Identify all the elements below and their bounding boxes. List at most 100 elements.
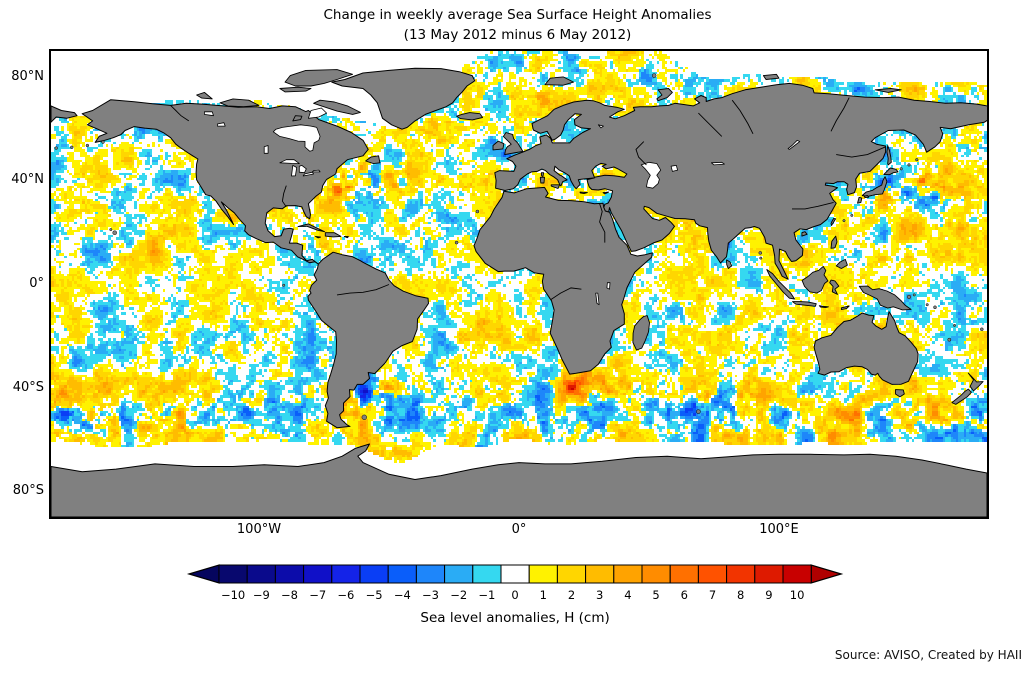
island bbox=[830, 235, 838, 249]
colorbar-tick-label: −10 bbox=[221, 588, 245, 602]
colorbar-tick-label: 4 bbox=[624, 588, 631, 602]
river-line bbox=[792, 201, 834, 210]
small-island bbox=[912, 293, 916, 297]
island bbox=[895, 389, 905, 398]
lake-or-inland-sea bbox=[787, 139, 801, 150]
island bbox=[801, 231, 808, 237]
small-island bbox=[85, 143, 90, 148]
island bbox=[766, 269, 796, 300]
colorbar-tick-label: −6 bbox=[337, 588, 354, 602]
lake-or-inland-sea bbox=[640, 161, 662, 189]
colorbar-cell bbox=[444, 564, 474, 584]
island bbox=[492, 140, 505, 151]
colorbar-cell bbox=[556, 564, 587, 584]
colorbar-cell bbox=[782, 564, 812, 584]
small-island bbox=[651, 73, 657, 78]
colorbar-cell bbox=[500, 564, 530, 584]
world-map-overlay bbox=[51, 67, 987, 517]
map-plot-area bbox=[49, 49, 989, 519]
island bbox=[835, 258, 848, 269]
colorbar-cell bbox=[274, 564, 305, 584]
colorbar-tick-label: −9 bbox=[253, 588, 270, 602]
colorbar-cell bbox=[669, 564, 699, 584]
greenland-landmass bbox=[331, 67, 476, 130]
small-island bbox=[109, 228, 113, 232]
small-island bbox=[759, 256, 763, 260]
colorbar-tick-label: −7 bbox=[309, 588, 326, 602]
river-line bbox=[635, 141, 647, 166]
y-tick-label: 0° bbox=[29, 276, 44, 291]
colorbar-tick-label: 0 bbox=[511, 588, 518, 602]
colorbar-tick-label: 3 bbox=[596, 588, 603, 602]
africa-landmass bbox=[473, 186, 653, 375]
antarctica-landmass bbox=[51, 443, 987, 517]
river-line bbox=[830, 97, 850, 132]
chukotka-wrap-landmass bbox=[51, 105, 78, 123]
island bbox=[818, 305, 829, 309]
colorbar-cell bbox=[331, 564, 361, 584]
small-island bbox=[361, 414, 367, 420]
y-tick-label: 80°S bbox=[12, 483, 44, 499]
river-line bbox=[281, 185, 287, 208]
island bbox=[762, 73, 780, 80]
river-line bbox=[698, 112, 723, 137]
island bbox=[801, 265, 829, 294]
small-island bbox=[282, 283, 286, 287]
island bbox=[297, 223, 325, 233]
x-tick-label: 100°W bbox=[236, 522, 282, 537]
chart-subtitle: (13 May 2012 minus 6 May 2012) bbox=[403, 27, 632, 43]
colorbar-cell bbox=[303, 564, 333, 584]
lake-or-inland-sea bbox=[711, 161, 725, 166]
colorbar-tick-label: 9 bbox=[765, 588, 772, 602]
island bbox=[292, 115, 303, 122]
colorbar-cell bbox=[528, 564, 558, 584]
small-island bbox=[101, 140, 105, 144]
chart-title: Change in weekly average Sea Surface Hei… bbox=[323, 7, 712, 23]
island bbox=[861, 176, 888, 197]
island bbox=[632, 315, 650, 351]
island bbox=[858, 285, 912, 311]
island bbox=[863, 195, 870, 198]
colorbar-cell bbox=[359, 564, 389, 584]
lake-or-inland-sea bbox=[595, 292, 600, 306]
colorbar-tick-label: −5 bbox=[366, 588, 383, 602]
lake-or-inland-sea bbox=[606, 282, 611, 290]
island bbox=[456, 112, 484, 121]
small-island bbox=[70, 145, 74, 149]
island bbox=[365, 155, 381, 165]
island bbox=[857, 196, 863, 204]
small-island bbox=[925, 303, 929, 307]
small-island bbox=[907, 163, 911, 167]
island bbox=[829, 279, 840, 295]
colorbar-tick-label: 10 bbox=[790, 588, 805, 602]
colorbar-cell bbox=[218, 564, 248, 584]
north-america-landmass bbox=[81, 99, 369, 265]
lake-or-inland-sea bbox=[311, 169, 321, 173]
small-island bbox=[899, 167, 903, 171]
island bbox=[324, 232, 342, 238]
island bbox=[539, 176, 545, 184]
lake-or-inland-sea bbox=[298, 165, 307, 174]
island bbox=[196, 91, 213, 100]
lake-or-inland-sea bbox=[263, 145, 269, 154]
small-island bbox=[980, 327, 984, 332]
river-line bbox=[170, 105, 190, 122]
island bbox=[967, 372, 984, 392]
river-line bbox=[836, 146, 886, 158]
colorbar-cell bbox=[641, 564, 671, 584]
lake-or-inland-sea bbox=[670, 165, 678, 172]
colorbar-cell bbox=[246, 564, 276, 584]
colorbar-over-range-arrow bbox=[810, 564, 844, 584]
small-island bbox=[112, 230, 117, 235]
island bbox=[726, 259, 733, 269]
island bbox=[219, 98, 260, 108]
eurasia-landmass bbox=[494, 82, 987, 280]
colorbar-cell bbox=[585, 564, 615, 584]
colorbar-tick-label: 6 bbox=[681, 588, 688, 602]
island bbox=[284, 69, 354, 87]
small-island bbox=[906, 294, 912, 299]
lake-or-inland-sea bbox=[597, 124, 604, 129]
small-island bbox=[842, 219, 846, 223]
small-island bbox=[953, 323, 956, 327]
y-tick-label: 40°N bbox=[11, 172, 44, 188]
